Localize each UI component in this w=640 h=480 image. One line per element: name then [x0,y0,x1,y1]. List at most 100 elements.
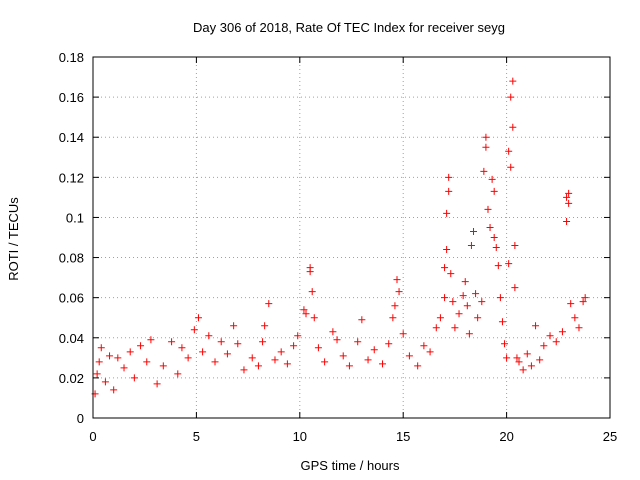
data-point [271,356,279,364]
data-point [159,362,167,370]
data-point [509,123,517,131]
y-axis-label: ROTI / TECUs [6,197,21,281]
data-point [333,336,341,344]
data-point [254,362,262,370]
data-point [314,344,322,352]
y-tick-label: 0.06 [59,291,84,306]
data-point [449,298,457,306]
data-point [234,340,242,348]
data-point [199,348,207,356]
data-point [240,366,248,374]
y-tick-label: 0 [77,411,84,426]
data-point [178,344,186,352]
data-point [389,314,397,322]
data-point [467,242,475,250]
data-point [496,294,504,302]
data-point [494,262,502,270]
data-point [265,300,273,308]
data-point [463,302,471,310]
x-tick-label: 5 [193,429,200,444]
grid-lines [93,57,610,418]
data-point [511,242,519,250]
data-point [474,314,482,322]
data-point [110,386,118,394]
data-point [223,350,231,358]
data-point [455,310,463,318]
plot-frame [92,56,611,419]
data-point [120,364,128,372]
data-point [432,324,440,332]
data-point [153,380,161,388]
data-point [505,260,513,268]
data-point [461,278,469,286]
data-point [261,322,269,330]
data-point [217,338,225,346]
data-point [575,324,583,332]
data-point [339,352,347,360]
data-point [358,316,366,324]
data-point [567,300,575,308]
data-point [385,340,393,348]
data-point [211,358,219,366]
x-tick-label: 0 [89,429,96,444]
data-point [536,356,544,364]
x-tick-label: 10 [293,429,307,444]
data-point [490,187,498,195]
data-point [565,189,573,197]
data-point [478,298,486,306]
data-point [443,209,451,217]
y-tick-label: 0.1 [66,210,84,225]
data-point [277,348,285,356]
data-point [300,306,308,314]
y-tick-label: 0.18 [59,50,84,65]
data-point [168,338,176,346]
data-point [490,234,498,241]
y-tick-label: 0.14 [59,130,84,145]
data-point [527,362,535,370]
data-point [443,246,451,254]
data-point [565,199,573,207]
data-point [190,326,198,334]
data-point [441,294,449,302]
data-point [482,143,490,151]
data-point [101,378,109,386]
data-point [492,244,500,252]
y-tick-label: 0.16 [59,90,84,105]
data-point [503,354,511,362]
data-point [147,336,155,344]
data-point [205,332,213,340]
data-point [290,342,298,350]
data-point [321,358,329,366]
y-tick-label: 0.12 [59,170,84,185]
data-point [451,324,459,332]
data-point [184,354,192,362]
data-point [393,276,401,284]
data-point [294,332,302,340]
data-point [310,314,318,322]
data-point [420,342,428,350]
data-point [579,298,587,306]
data-point [507,93,515,101]
data-point [345,362,353,370]
data-point [308,288,316,296]
y-tick-label: 0.08 [59,251,84,266]
data-point [505,147,513,155]
data-point [501,340,509,348]
data-point [532,322,540,330]
data-point [259,338,267,346]
data-point [445,173,453,181]
x-tick-label: 20 [499,429,513,444]
data-point [137,342,145,350]
data-point [126,348,134,356]
data-points [91,77,589,398]
data-point [174,370,182,378]
data-point [414,362,422,370]
data-point [436,314,444,322]
data-point [97,344,105,352]
data-point [558,328,566,336]
data-point [484,205,492,213]
data-point [571,314,579,322]
data-point [306,268,314,276]
data-point [546,332,554,340]
